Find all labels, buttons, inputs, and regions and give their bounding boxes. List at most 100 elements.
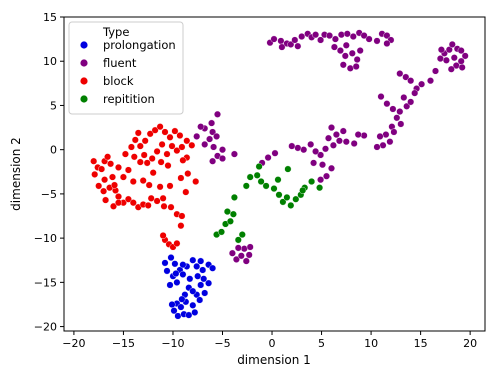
point-block-77: [134, 129, 142, 137]
point-block-70: [157, 158, 165, 166]
point-block-5: [101, 176, 109, 184]
point-fluent-23: [336, 47, 344, 55]
y-tick-label: −10: [34, 232, 57, 245]
point-fluent-82: [328, 124, 336, 132]
point-fluent-54: [442, 56, 450, 64]
point-fluent-119: [240, 245, 248, 253]
legend-marker-repitition: [80, 95, 88, 103]
point-repitition-1: [217, 228, 225, 236]
point-block-79: [110, 181, 118, 189]
point-repitition-25: [284, 165, 292, 173]
point-fluent-86: [317, 151, 325, 159]
x-tick-label: −10: [161, 337, 184, 350]
point-fluent-91: [288, 142, 296, 150]
point-block-64: [156, 183, 164, 191]
point-fluent-27: [353, 56, 361, 64]
point-fluent-5: [287, 40, 295, 48]
point-fluent-76: [354, 131, 362, 139]
point-fluent-104: [206, 135, 214, 143]
point-fluent-90: [294, 144, 302, 152]
point-block-52: [166, 133, 174, 141]
point-fluent-98: [323, 172, 331, 180]
point-fluent-120: [228, 249, 236, 257]
point-fluent-116: [237, 252, 245, 260]
point-block-11: [114, 193, 122, 201]
point-block-54: [176, 131, 184, 139]
point-fluent-14: [326, 32, 334, 40]
point-fluent-79: [339, 127, 347, 135]
point-fluent-50: [461, 52, 469, 60]
point-prolongation-21: [170, 307, 178, 315]
point-prolongation-2: [171, 260, 179, 268]
legend-label-repitition: repitition: [103, 92, 155, 106]
point-repitition-24: [316, 184, 324, 192]
point-fluent-26: [348, 49, 356, 57]
point-fluent-58: [377, 93, 385, 101]
point-prolongation-36: [197, 257, 205, 265]
point-fluent-8: [298, 33, 306, 41]
legend-marker-block: [80, 77, 88, 85]
point-block-24: [160, 202, 168, 210]
point-block-57: [127, 143, 135, 151]
point-fluent-1: [270, 35, 278, 43]
point-repitition-11: [253, 171, 261, 179]
point-block-44: [183, 137, 191, 145]
point-fluent-65: [400, 93, 408, 101]
point-prolongation-28: [191, 308, 199, 316]
x-tick-label: 0: [269, 337, 276, 350]
point-block-48: [146, 130, 154, 138]
point-prolongation-30: [201, 289, 209, 297]
point-block-74: [121, 150, 129, 158]
point-prolongation-11: [193, 262, 201, 270]
point-prolongation-26: [189, 301, 197, 309]
point-fluent-111: [230, 150, 238, 158]
point-fluent-36: [383, 40, 391, 48]
y-tick-label: 5: [50, 99, 57, 112]
point-prolongation-8: [179, 270, 187, 278]
point-block-66: [177, 174, 185, 182]
point-repitition-27: [299, 186, 307, 194]
point-block-28: [177, 222, 185, 230]
point-fluent-114: [213, 110, 221, 118]
point-block-17: [114, 199, 122, 207]
point-prolongation-7: [166, 281, 174, 289]
point-fluent-109: [209, 157, 217, 165]
point-fluent-81: [332, 131, 340, 139]
point-fluent-122: [234, 244, 242, 252]
legend-marker-prolongation: [80, 41, 88, 49]
point-block-59: [124, 166, 132, 174]
point-fluent-38: [402, 73, 410, 81]
point-block-4: [107, 160, 115, 168]
point-fluent-21: [365, 35, 373, 43]
point-block-36: [143, 159, 151, 167]
point-fluent-71: [373, 143, 381, 151]
point-block-32: [173, 239, 181, 247]
y-axis: −20 −15 −10 −5 0 5 10 15: [34, 11, 64, 334]
point-fluent-6: [291, 36, 299, 44]
point-prolongation-1: [167, 254, 175, 262]
point-repitition-23: [308, 177, 316, 185]
legend-box: [68, 21, 184, 115]
point-fluent-115: [232, 255, 240, 263]
point-prolongation-31: [205, 279, 213, 287]
x-tick-label: −20: [62, 337, 85, 350]
point-fluent-17: [343, 30, 351, 38]
point-repitition-20: [292, 195, 300, 203]
point-fluent-59: [383, 100, 391, 108]
point-fluent-84: [329, 141, 337, 149]
point-fluent-68: [382, 131, 390, 139]
point-block-78: [114, 163, 122, 171]
point-block-69: [164, 162, 172, 170]
point-fluent-15: [331, 35, 339, 43]
point-fluent-61: [396, 108, 404, 116]
point-prolongation-10: [189, 256, 197, 264]
point-fluent-49: [457, 47, 465, 55]
point-prolongation-14: [209, 264, 217, 272]
point-repitition-8: [230, 193, 238, 201]
point-fluent-55: [450, 54, 458, 62]
point-block-16: [109, 202, 117, 210]
point-block-76: [91, 170, 99, 178]
point-fluent-25: [341, 52, 349, 60]
point-fluent-22: [330, 43, 338, 51]
